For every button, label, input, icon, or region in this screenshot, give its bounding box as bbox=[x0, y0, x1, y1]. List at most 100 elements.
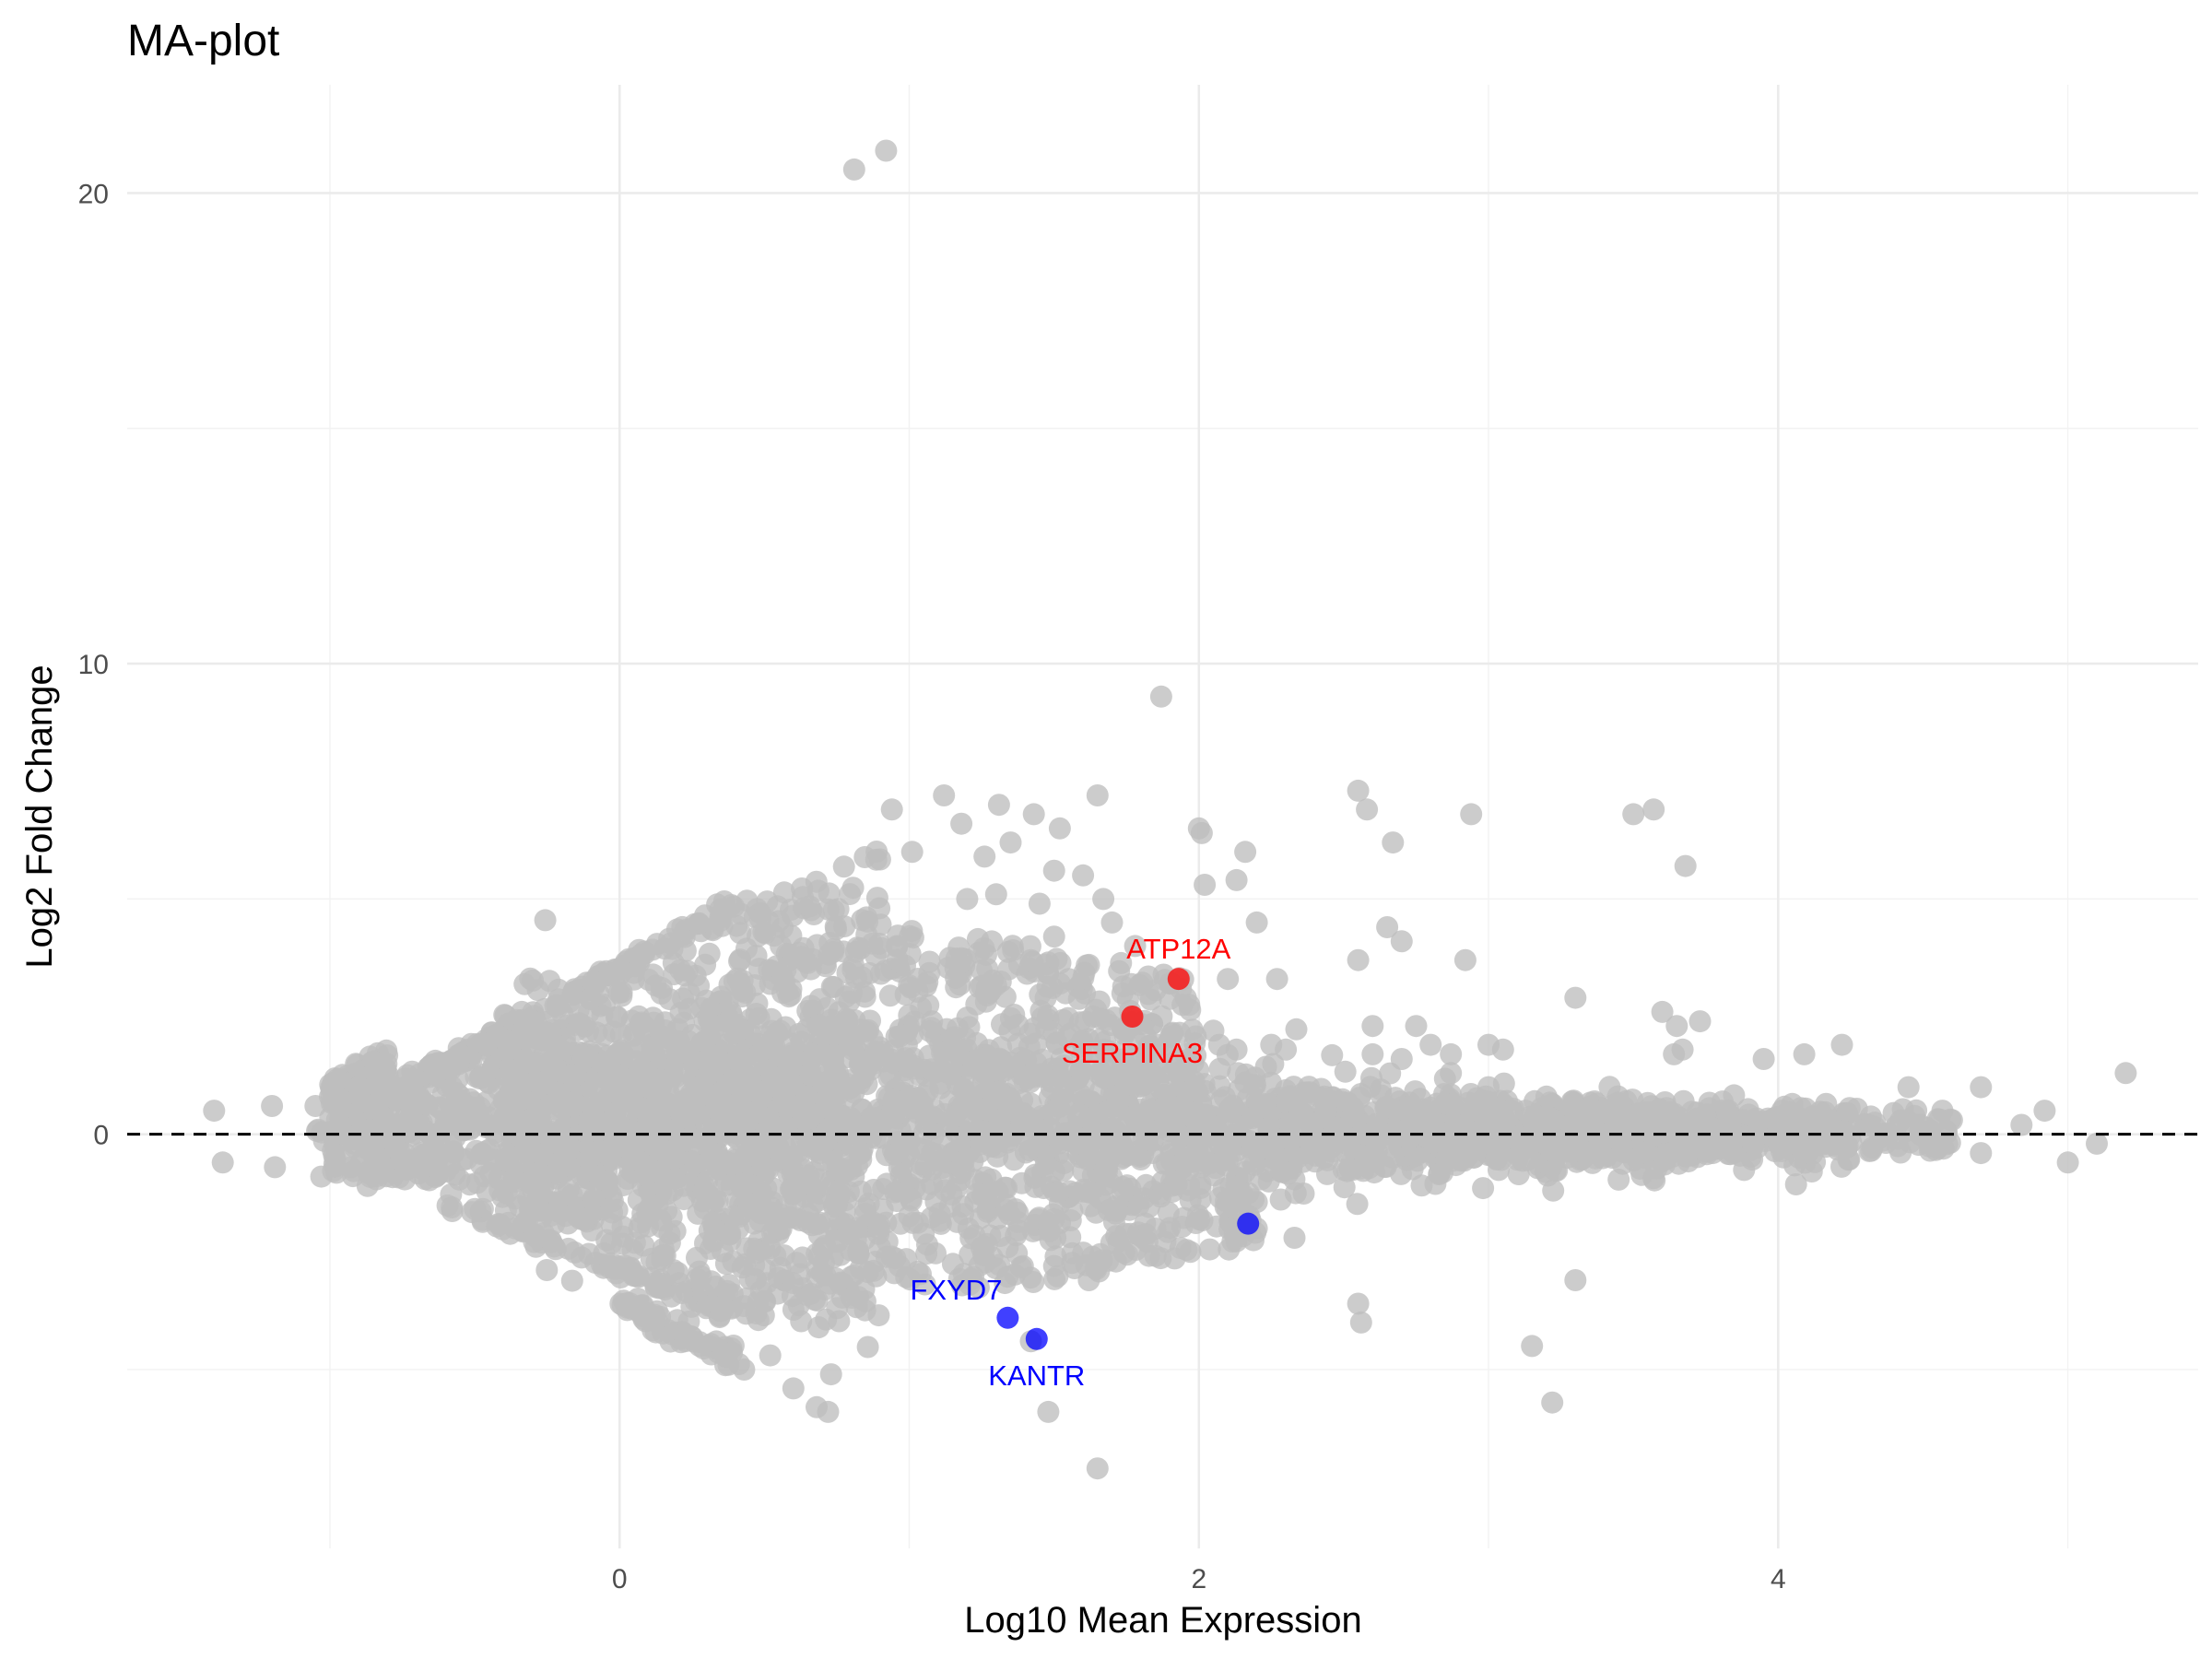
gene-point bbox=[708, 1306, 731, 1329]
gene-point bbox=[1019, 1092, 1042, 1115]
background-gene-point bbox=[1390, 930, 1413, 953]
gene-point bbox=[788, 1263, 811, 1286]
gene-point bbox=[599, 1254, 622, 1277]
gene-point bbox=[945, 976, 968, 999]
gene-point bbox=[1860, 1139, 1883, 1162]
gene-point bbox=[791, 877, 814, 900]
gene-point bbox=[700, 1141, 723, 1164]
gene-point bbox=[1104, 1202, 1127, 1225]
gene-point bbox=[627, 1265, 650, 1288]
gene-point bbox=[1009, 1256, 1032, 1278]
gene-point bbox=[767, 1135, 790, 1159]
gene-point bbox=[1761, 1108, 1784, 1131]
gene-point bbox=[475, 1140, 498, 1163]
gene-point bbox=[1169, 1124, 1192, 1147]
gene-point bbox=[614, 1088, 637, 1111]
highlighted-gene-point bbox=[1167, 968, 1190, 991]
x-tick-label: 0 bbox=[612, 1564, 628, 1594]
gene-point bbox=[679, 1324, 702, 1347]
gene-point bbox=[694, 953, 717, 976]
gene-point bbox=[801, 1193, 824, 1216]
background-gene-point bbox=[1077, 1269, 1100, 1291]
gene-point bbox=[1283, 1168, 1306, 1191]
gene-point bbox=[530, 1206, 553, 1229]
gene-point bbox=[840, 1287, 863, 1309]
background-gene-point bbox=[1793, 1042, 1816, 1065]
gene-point bbox=[549, 1096, 572, 1119]
gene-point bbox=[1025, 1052, 1048, 1075]
background-gene-point bbox=[261, 1095, 284, 1117]
gene-point bbox=[856, 1335, 879, 1359]
gene-point bbox=[1045, 947, 1068, 971]
gene-point bbox=[1838, 1097, 1861, 1120]
background-gene-point bbox=[1042, 1254, 1065, 1277]
background-gene-point bbox=[1535, 1085, 1558, 1108]
gene-point bbox=[839, 1106, 862, 1129]
gene-point bbox=[747, 924, 769, 947]
gene-point bbox=[963, 1224, 986, 1247]
gene-point-cloud bbox=[306, 841, 1962, 1377]
gene-point bbox=[766, 1282, 789, 1305]
background-gene-point bbox=[2033, 1100, 2056, 1123]
gene-point bbox=[999, 1006, 1022, 1030]
gene-point bbox=[669, 1001, 692, 1024]
gene-point bbox=[1607, 1168, 1630, 1191]
gene-point bbox=[1322, 1086, 1345, 1109]
background-gene-point bbox=[987, 794, 1010, 817]
gene-point bbox=[700, 1013, 723, 1036]
gene-point bbox=[971, 1072, 994, 1095]
gene-point bbox=[1242, 1154, 1265, 1177]
gene-point bbox=[1259, 1071, 1282, 1094]
gene-point bbox=[1783, 1154, 1806, 1177]
gene-point bbox=[546, 1161, 569, 1184]
gene-point bbox=[342, 1159, 365, 1182]
background-gene-point bbox=[759, 1344, 782, 1367]
gene-point bbox=[630, 1097, 653, 1120]
highlighted-gene-point bbox=[996, 1306, 1019, 1329]
gene-point bbox=[656, 1075, 679, 1098]
gene-point bbox=[876, 1172, 899, 1195]
gene-point bbox=[644, 974, 667, 997]
gene-point bbox=[1186, 1204, 1209, 1227]
gene-point bbox=[1103, 1119, 1126, 1142]
gene-point bbox=[979, 1224, 1002, 1247]
gene-point bbox=[790, 946, 813, 969]
gene-point bbox=[996, 1131, 1018, 1154]
gene-point bbox=[1116, 988, 1139, 1011]
gene-point bbox=[493, 1089, 516, 1112]
gene-point bbox=[748, 958, 771, 981]
gene-point bbox=[445, 1082, 468, 1104]
gene-point bbox=[882, 1039, 904, 1062]
gene-point bbox=[878, 984, 901, 1007]
gene-point bbox=[999, 1051, 1022, 1074]
gene-point bbox=[843, 1026, 866, 1049]
gene-point bbox=[427, 1147, 449, 1171]
gene-point bbox=[916, 971, 939, 994]
gene-point bbox=[653, 1030, 677, 1053]
gene-point bbox=[1171, 1059, 1193, 1082]
background-gene-point bbox=[999, 831, 1022, 854]
gene-point bbox=[1428, 1163, 1451, 1186]
gene-point bbox=[1409, 1088, 1432, 1111]
gene-point bbox=[799, 1064, 822, 1087]
gene-point bbox=[502, 1109, 525, 1131]
gene-point bbox=[616, 1299, 639, 1322]
background-gene-point bbox=[1092, 888, 1115, 911]
gene-point bbox=[1133, 1227, 1156, 1250]
background-gene-point bbox=[1042, 859, 1065, 882]
gene-point bbox=[611, 1135, 634, 1158]
gene-point bbox=[628, 1060, 651, 1082]
gene-point bbox=[735, 1172, 758, 1194]
gene-point bbox=[735, 1302, 758, 1325]
gene-point bbox=[962, 1265, 984, 1288]
gene-point bbox=[1070, 1060, 1093, 1083]
x-axis-title: Log10 Mean Expression bbox=[964, 1600, 1361, 1641]
background-gene-point bbox=[1453, 948, 1477, 971]
gene-point bbox=[705, 1044, 728, 1067]
gene-point bbox=[1066, 1103, 1089, 1126]
gene-point bbox=[622, 961, 645, 984]
gene-point bbox=[1028, 1206, 1051, 1230]
